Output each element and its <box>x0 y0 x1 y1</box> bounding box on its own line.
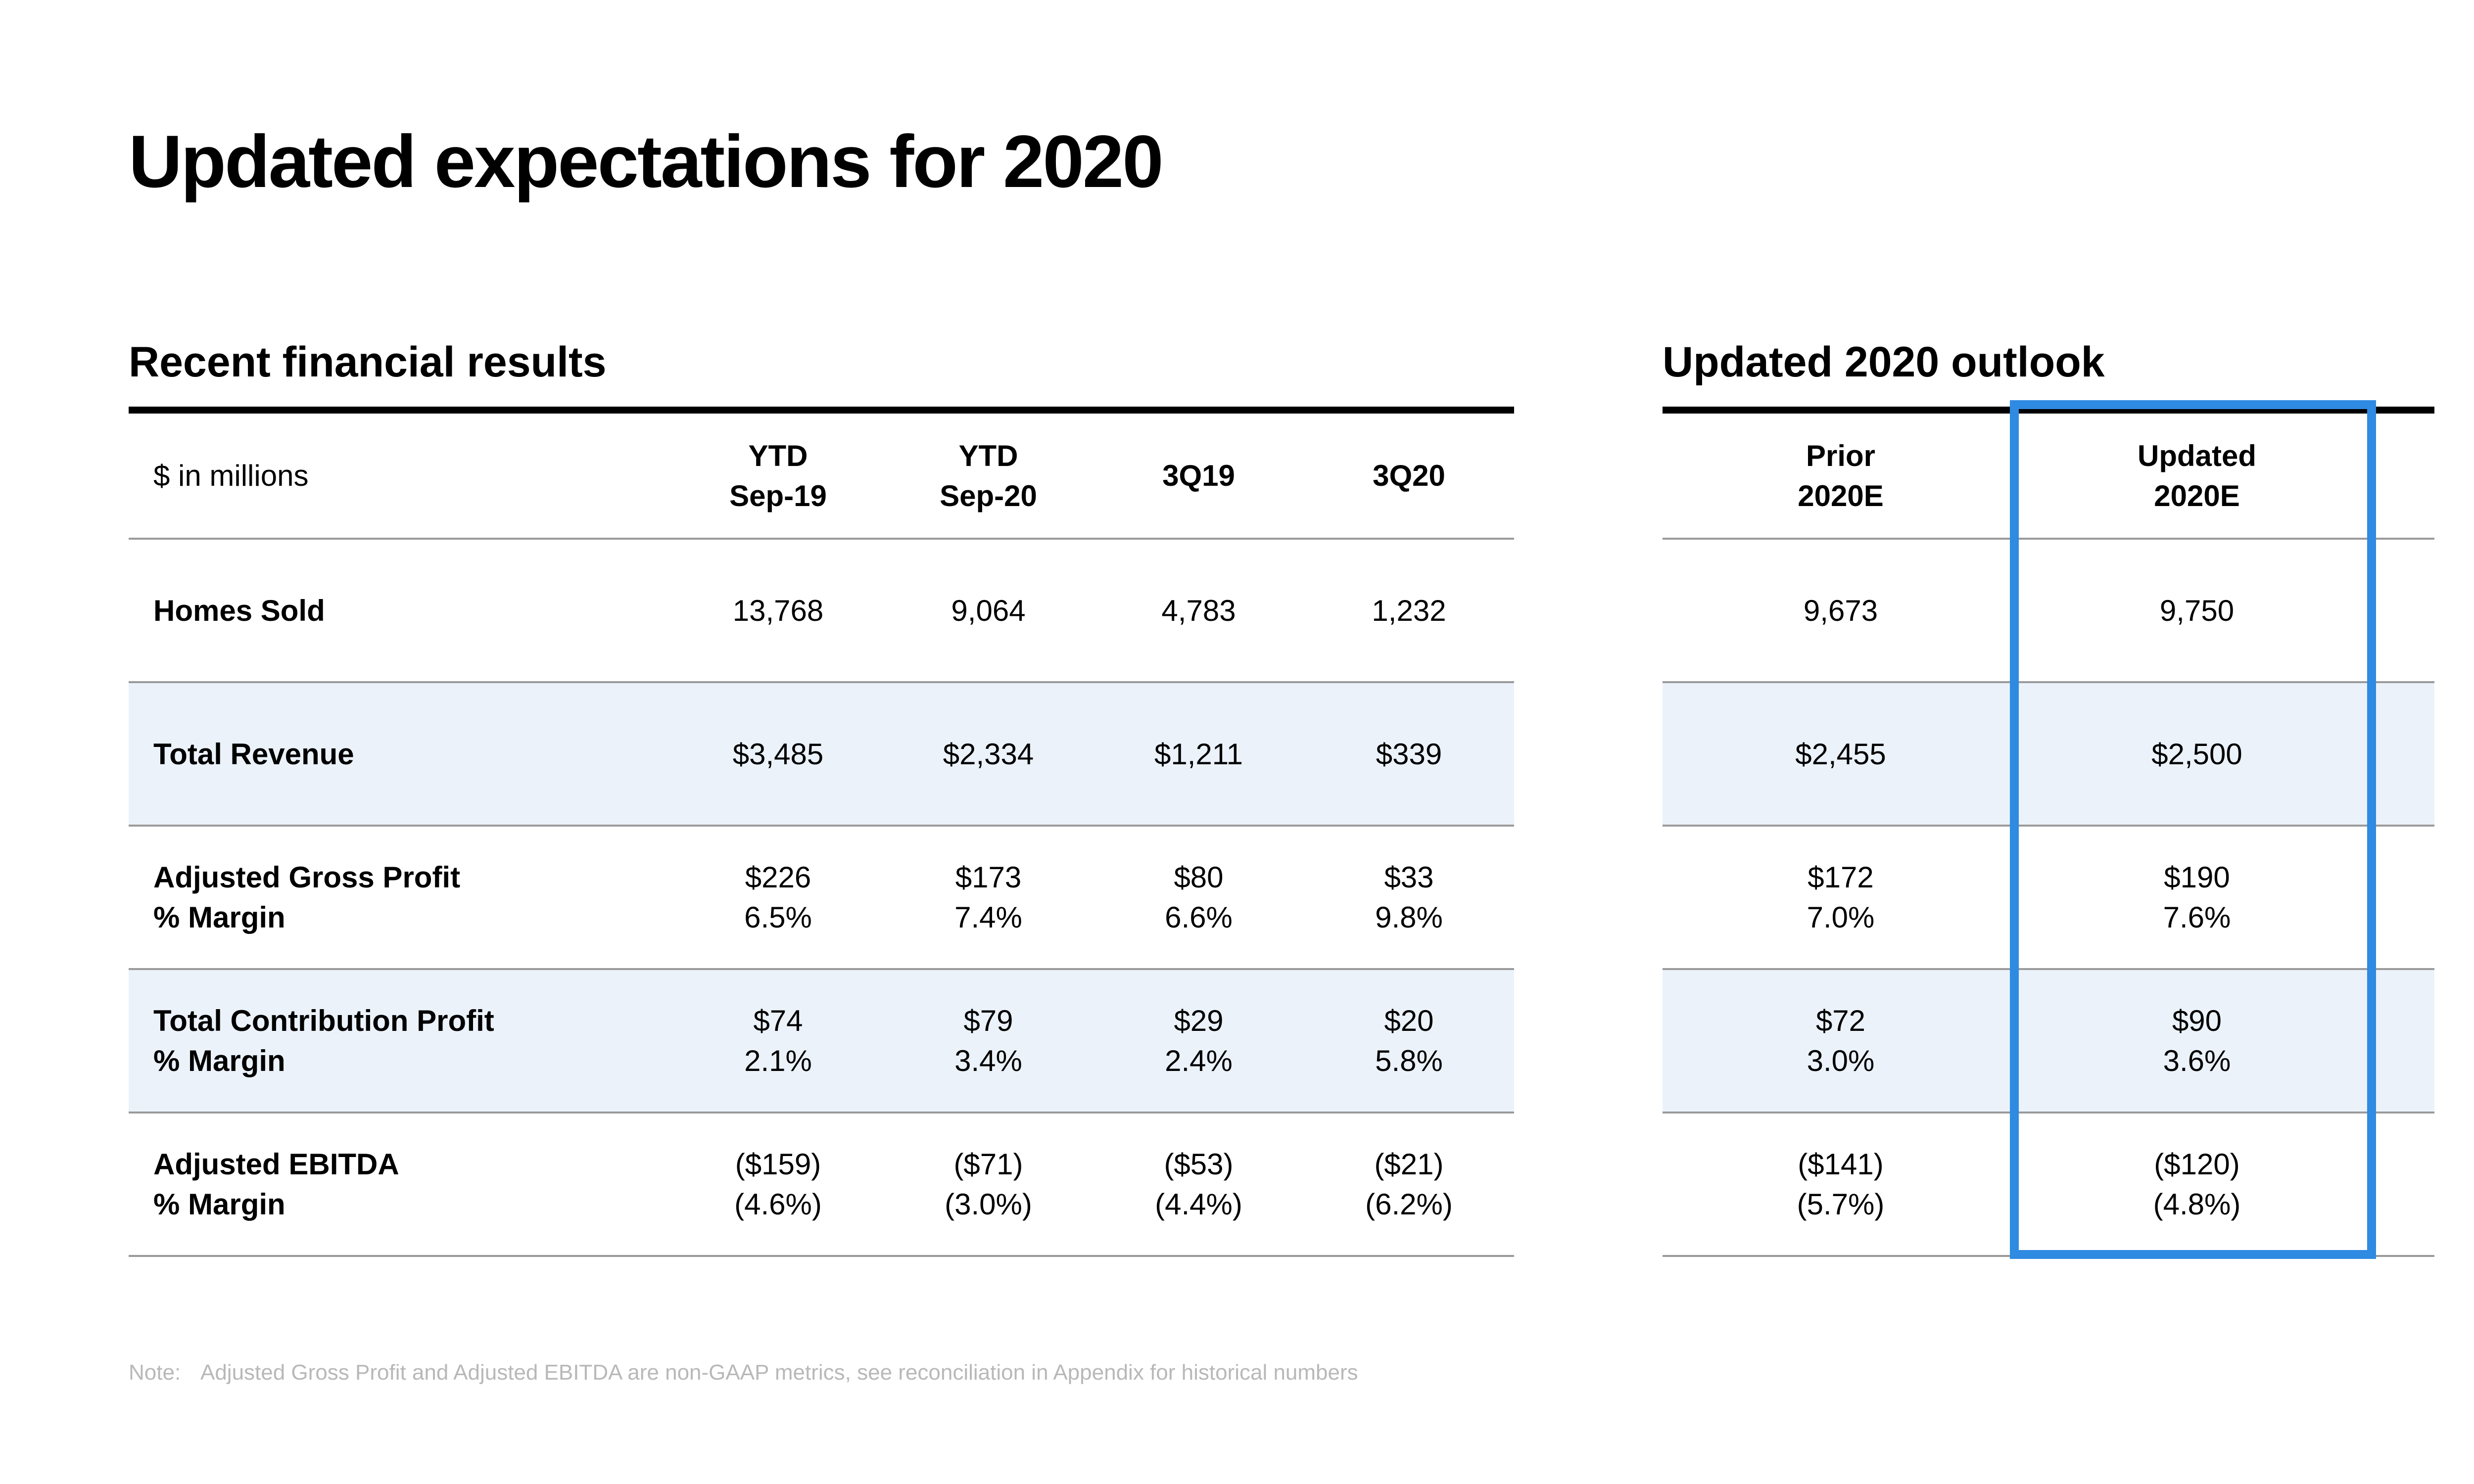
table-cell: $1907.6% <box>2019 826 2375 969</box>
table-cell: ($159)(4.6%) <box>673 1113 883 1256</box>
table-cell: $205.8% <box>1304 969 1514 1113</box>
table-cell: $723.0% <box>1663 969 2019 1113</box>
table-cell: $806.6% <box>1094 826 1304 969</box>
footnote-label: Note: <box>129 1360 181 1385</box>
section-title-left: Recent financial results <box>129 338 1514 387</box>
row-label: Homes Sold <box>129 539 673 682</box>
table-row: Adjusted EBITDA% Margin($159)(4.6%)($71)… <box>129 1113 1514 1256</box>
table-cell: $742.1% <box>673 969 883 1113</box>
table-cell: $2,500 <box>2019 682 2375 826</box>
col-header: Updated2020E <box>2019 410 2375 539</box>
recent-results-table: $ in millions YTDSep-19 YTDSep-20 3Q19 3… <box>129 407 1514 1257</box>
table-cell: $339.8% <box>1304 826 1514 969</box>
table-cell: ($71)(3.0%) <box>883 1113 1094 1256</box>
table-row: Adjusted Gross Profit% Margin$2266.5%$17… <box>129 826 1514 969</box>
table-cell: $2,455 <box>1663 682 2019 826</box>
col-header: Prior2020E <box>1663 410 2019 539</box>
table-cell: ($120)(4.8%) <box>2019 1113 2375 1256</box>
table-row: ($141)(5.7%)($120)(4.8%) <box>1663 1113 2434 1256</box>
pad-cell <box>2375 682 2434 826</box>
table-cell: $793.4% <box>883 969 1094 1113</box>
table-row: $2,455$2,500 <box>1663 682 2434 826</box>
table-cell: 13,768 <box>673 539 883 682</box>
pad-cell <box>2375 539 2434 682</box>
col-header: 3Q19 <box>1094 410 1304 539</box>
row-label: Adjusted Gross Profit% Margin <box>129 826 673 969</box>
table-cell: $292.4% <box>1094 969 1304 1113</box>
table-cell: $903.6% <box>2019 969 2375 1113</box>
table-cell: $339 <box>1304 682 1514 826</box>
table-cell: ($21)(6.2%) <box>1304 1113 1514 1256</box>
outlook-table: Prior2020E Updated2020E 9,6739,750$2,455… <box>1663 407 2434 1257</box>
footnote-text: Adjusted Gross Profit and Adjusted EBITD… <box>200 1360 1358 1385</box>
table-row: 9,6739,750 <box>1663 539 2434 682</box>
table-row: Total Revenue$3,485$2,334$1,211$339 <box>129 682 1514 826</box>
table-row: $723.0%$903.6% <box>1663 969 2434 1113</box>
row-label: Total Contribution Profit% Margin <box>129 969 673 1113</box>
table-cell: 9,064 <box>883 539 1094 682</box>
section-title-right: Updated 2020 outlook <box>1663 338 2434 387</box>
table-row: Total Contribution Profit% Margin$742.1%… <box>129 969 1514 1113</box>
table-cell: $2,334 <box>883 682 1094 826</box>
tables-row: Recent financial results $ in millions Y… <box>129 338 2474 1257</box>
row-label: Adjusted EBITDA% Margin <box>129 1113 673 1256</box>
table-cell: 9,750 <box>2019 539 2375 682</box>
recent-results-panel: Recent financial results $ in millions Y… <box>129 338 1514 1257</box>
col-header: YTDSep-19 <box>673 410 883 539</box>
table-cell: ($141)(5.7%) <box>1663 1113 2019 1256</box>
table-cell: $2266.5% <box>673 826 883 969</box>
pad-cell <box>2375 826 2434 969</box>
table-row: $1727.0%$1907.6% <box>1663 826 2434 969</box>
pad-cell <box>2375 1113 2434 1256</box>
col-header: 3Q20 <box>1304 410 1514 539</box>
table-cell: 1,232 <box>1304 539 1514 682</box>
footnote: Note: Adjusted Gross Profit and Adjusted… <box>129 1360 1358 1385</box>
page-title: Updated expectations for 2020 <box>129 119 2474 204</box>
outlook-panel: Updated 2020 outlook Prior2020E Updated2… <box>1663 338 2434 1257</box>
table-cell: 4,783 <box>1094 539 1304 682</box>
table-cell: $1,211 <box>1094 682 1304 826</box>
header-label: $ in millions <box>129 410 673 539</box>
table-cell: $1737.4% <box>883 826 1094 969</box>
table-cell: 9,673 <box>1663 539 2019 682</box>
row-label: Total Revenue <box>129 682 673 826</box>
table-cell: $3,485 <box>673 682 883 826</box>
table-cell: $1727.0% <box>1663 826 2019 969</box>
col-pad <box>2375 410 2434 539</box>
pad-cell <box>2375 969 2434 1113</box>
col-header: YTDSep-20 <box>883 410 1094 539</box>
slide: Updated expectations for 2020 Recent fin… <box>0 0 2474 1484</box>
table-cell: ($53)(4.4%) <box>1094 1113 1304 1256</box>
table-row: Homes Sold13,7689,0644,7831,232 <box>129 539 1514 682</box>
